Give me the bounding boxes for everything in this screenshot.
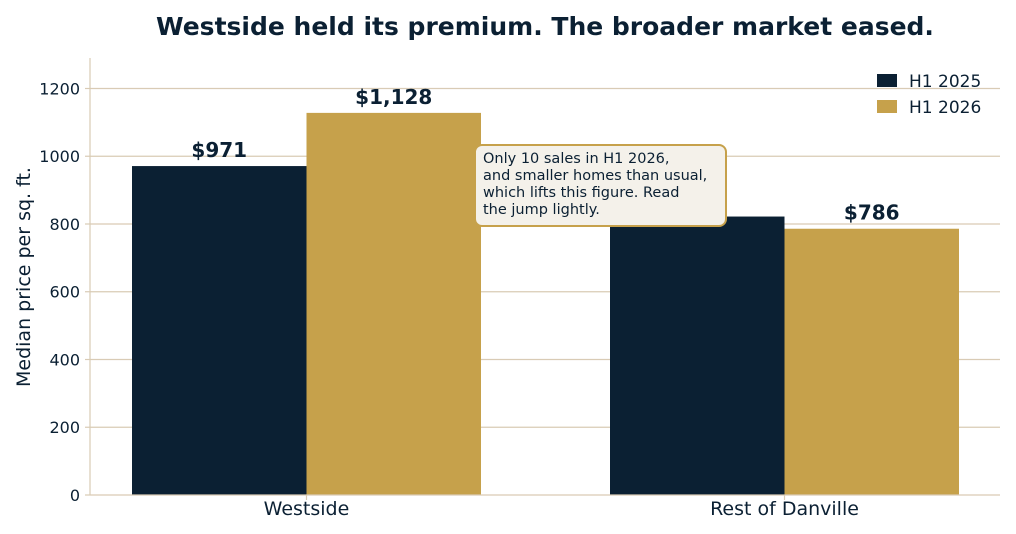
bar <box>610 216 785 495</box>
y-tick-label: 0 <box>70 486 80 505</box>
legend-label: H1 2026 <box>909 98 981 118</box>
y-tick-label: 600 <box>49 283 80 302</box>
annotation-callout: Only 10 sales in H1 2026, and smaller ho… <box>474 144 727 227</box>
annotation-line: and smaller homes than usual, <box>483 168 708 184</box>
axes: 0 200 400 600 800 1000 1200 Westside Rest of Dan… <box>39 58 1000 520</box>
chart-title: Westside held its premium. The broader m… <box>156 12 934 41</box>
annotation-line: which lifts this figure. Read <box>483 185 680 201</box>
data-label: $971 <box>191 138 247 162</box>
data-label: $1,128 <box>355 85 432 109</box>
x-tick-label: Rest of Danville <box>710 498 859 520</box>
bar <box>784 228 959 496</box>
y-axis-label: Median price per sq. ft. <box>13 167 35 387</box>
y-tick-label: 200 <box>49 418 80 437</box>
bar <box>306 112 481 496</box>
legend: H1 2025 H1 2026 <box>877 72 981 118</box>
data-label: $786 <box>844 201 900 225</box>
y-tick-label: 800 <box>49 215 80 234</box>
data-labels: $971 $1,128 $786 <box>191 85 899 225</box>
bars <box>132 112 959 496</box>
x-tick-label: Westside <box>264 498 350 520</box>
y-tick-label: 1000 <box>39 147 80 166</box>
legend-swatch <box>877 74 897 87</box>
bar <box>132 166 307 496</box>
legend-swatch <box>877 100 897 113</box>
annotation-line: the jump lightly. <box>483 202 600 218</box>
y-tick-label: 400 <box>49 350 80 369</box>
annotation-line: Only 10 sales in H1 2026, <box>483 151 670 167</box>
y-tick-label: 1200 <box>39 79 80 98</box>
legend-label: H1 2025 <box>909 72 981 92</box>
